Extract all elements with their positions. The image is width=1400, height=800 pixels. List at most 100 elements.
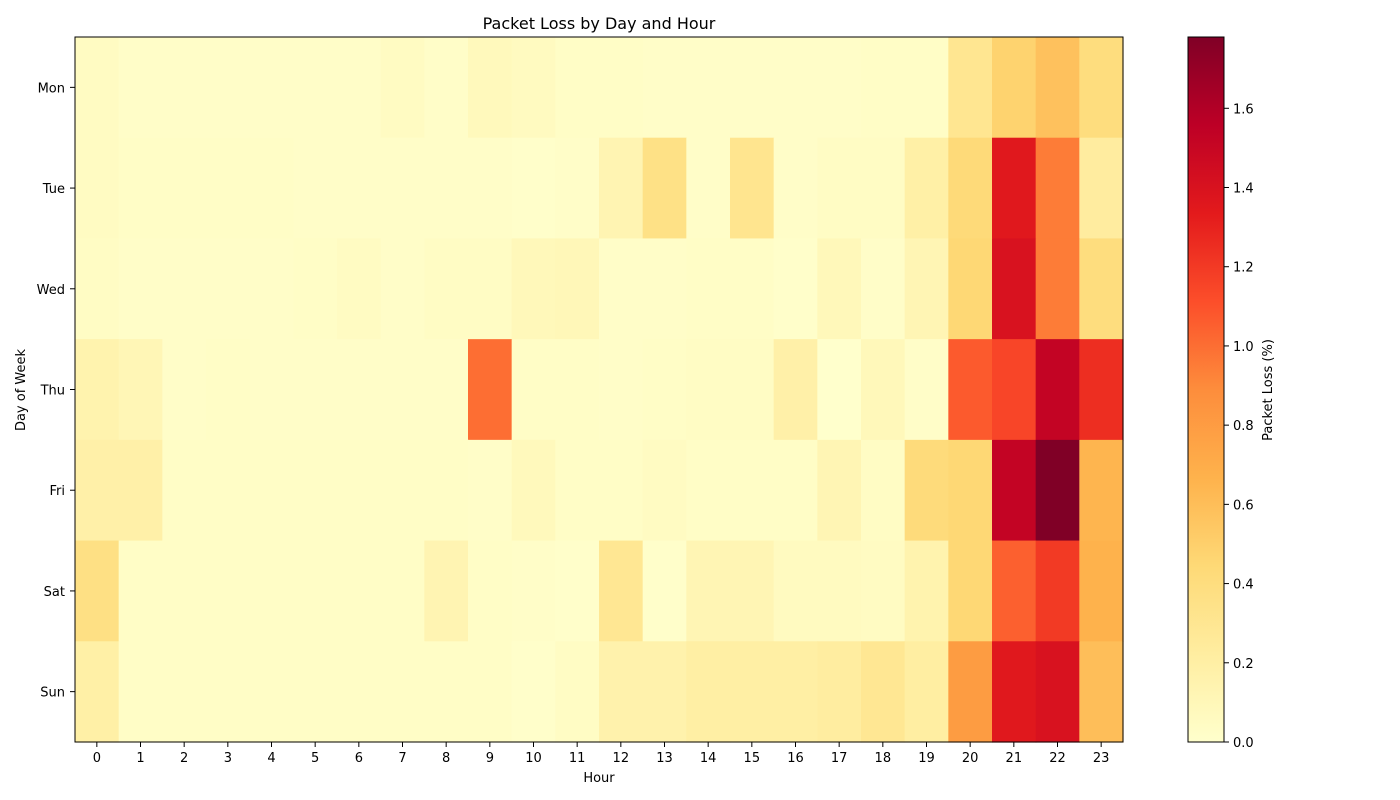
heatmap-cell-sun-21 (992, 641, 1037, 743)
heatmap-cell-wed-7 (380, 238, 425, 340)
heatmap-cell-sat-19 (904, 540, 949, 642)
heatmap-cell-tue-4 (249, 137, 294, 240)
heatmap-cell-thu-6 (337, 339, 382, 441)
heatmap-cell-sun-7 (380, 641, 425, 743)
heatmap-cell-wed-18 (861, 238, 906, 340)
heatmap-cell-fri-6 (337, 439, 382, 542)
heatmap-cell-fri-4 (249, 439, 294, 542)
heatmap-cell-sun-6 (337, 641, 382, 743)
heatmap-cell-sat-20 (948, 540, 993, 642)
heatmap-cell-sun-17 (817, 641, 862, 743)
heatmap-cell-tue-10 (511, 137, 556, 240)
heatmap-cell-wed-1 (118, 238, 163, 340)
heatmap-cell-wed-16 (773, 238, 818, 340)
heatmap-cell-sat-14 (686, 540, 731, 642)
colorbar-tick-label: 0.2 (1233, 657, 1254, 672)
colorbar-tick-label: 1.6 (1233, 102, 1254, 117)
heatmap-cell-fri-12 (599, 439, 644, 542)
y-tick-label: Thu (40, 384, 65, 399)
heatmap-cell-fri-10 (511, 439, 556, 542)
heatmap-cell-sun-2 (162, 641, 207, 743)
heatmap-cell-tue-9 (468, 137, 513, 240)
heatmap-cell-tue-6 (337, 137, 382, 240)
y-tick-label: Fri (50, 484, 66, 499)
heatmap-cell-sun-19 (904, 641, 949, 743)
x-tick-label: 6 (355, 751, 363, 766)
heatmap-cell-thu-20 (948, 339, 993, 441)
heatmap-cell-wed-13 (642, 238, 687, 340)
y-tick-label: Sat (44, 585, 65, 600)
heatmap-cell-fri-1 (118, 439, 163, 542)
heatmap-cell-mon-1 (118, 37, 163, 139)
heatmap-cell-sun-14 (686, 641, 731, 743)
x-tick-label: 18 (875, 751, 892, 766)
heatmap-cell-sat-4 (249, 540, 294, 642)
heatmap-cell-sat-6 (337, 540, 382, 642)
heatmap-cell-sun-9 (468, 641, 513, 743)
heatmap-cell-fri-0 (75, 439, 120, 542)
x-tick-label: 10 (525, 751, 542, 766)
heatmap-cell-sat-21 (992, 540, 1037, 642)
heatmap-cell-sun-23 (1079, 641, 1124, 743)
heatmap-cell-tue-12 (599, 137, 644, 240)
x-tick-label: 21 (1006, 751, 1023, 766)
heatmap-cell-wed-4 (249, 238, 294, 340)
heatmap-cell-thu-2 (162, 339, 207, 441)
x-tick-label: 8 (442, 751, 450, 766)
heatmap-cell-wed-2 (162, 238, 207, 340)
heatmap-cell-thu-7 (380, 339, 425, 441)
heatmap-cell-mon-21 (992, 37, 1037, 139)
heatmap-cell-thu-16 (773, 339, 818, 441)
heatmap-cell-wed-17 (817, 238, 862, 340)
x-tick-label: 7 (398, 751, 406, 766)
heatmap-cell-sat-10 (511, 540, 556, 642)
y-tick-label: Wed (37, 283, 65, 298)
heatmap-cell-thu-8 (424, 339, 469, 441)
heatmap-cell-mon-2 (162, 37, 207, 139)
heatmap-cell-tue-5 (293, 137, 338, 240)
heatmap-cell-mon-22 (1035, 37, 1080, 139)
heatmap-cell-sat-9 (468, 540, 513, 642)
heatmap-cell-tue-14 (686, 137, 731, 240)
heatmap-cell-wed-19 (904, 238, 949, 340)
y-tick-label: Mon (38, 81, 65, 96)
colorbar-tick-label: 0.4 (1233, 578, 1254, 593)
heatmap-cell-tue-22 (1035, 137, 1080, 240)
heatmap-cell-sat-3 (206, 540, 251, 642)
heatmap-cell-fri-17 (817, 439, 862, 542)
heatmap-cell-fri-19 (904, 439, 949, 542)
heatmap-cell-sun-11 (555, 641, 600, 743)
heatmap-cell-fri-22 (1035, 439, 1080, 542)
x-tick-label: 16 (787, 751, 804, 766)
heatmap-cell-fri-21 (992, 439, 1037, 542)
heatmap-cell-sat-0 (75, 540, 120, 642)
x-tick-label: 15 (744, 751, 761, 766)
x-tick-label: 5 (311, 751, 319, 766)
heatmap-cell-mon-19 (904, 37, 949, 139)
heatmap-cell-tue-16 (773, 137, 818, 240)
x-tick-label: 1 (136, 751, 144, 766)
y-tick-label: Tue (42, 182, 65, 197)
heatmap-cell-mon-9 (468, 37, 513, 139)
x-tick-label: 23 (1093, 751, 1110, 766)
x-tick-label: 9 (486, 751, 494, 766)
heatmap-cell-mon-11 (555, 37, 600, 139)
heatmap-cell-tue-18 (861, 137, 906, 240)
colorbar-tick-label: 1.0 (1233, 340, 1254, 355)
heatmap-cell-mon-8 (424, 37, 469, 139)
heatmap-cell-sun-20 (948, 641, 993, 743)
heatmap-cell-mon-17 (817, 37, 862, 139)
x-tick-label: 17 (831, 751, 848, 766)
heatmap-cell-thu-5 (293, 339, 338, 441)
heatmap-cell-mon-18 (861, 37, 906, 139)
heatmap-cell-thu-14 (686, 339, 731, 441)
heatmap-cell-sat-13 (642, 540, 687, 642)
heatmap-cell-thu-19 (904, 339, 949, 441)
heatmap-cell-sun-4 (249, 641, 294, 743)
heatmap-cell-fri-14 (686, 439, 731, 542)
heatmap-cell-sat-5 (293, 540, 338, 642)
heatmap-cell-thu-23 (1079, 339, 1124, 441)
heatmap-cell-sat-2 (162, 540, 207, 642)
